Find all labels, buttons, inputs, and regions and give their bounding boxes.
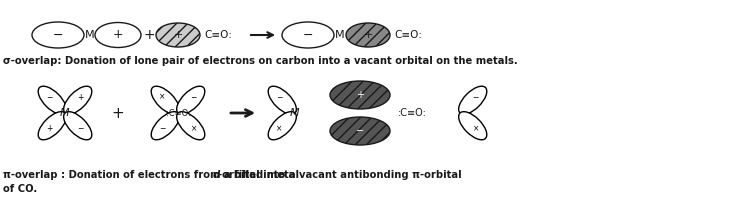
Text: M: M [60,108,70,118]
Ellipse shape [346,23,390,47]
Text: σ-overlap: Donation of lone pair of electrons on carbon into a vacant orbital on: σ-overlap: Donation of lone pair of elec… [3,56,517,66]
Text: +: + [356,90,364,100]
Text: +: + [173,30,183,40]
Text: C≡O:: C≡O: [204,30,232,40]
Text: +: + [363,30,373,40]
Ellipse shape [330,81,390,109]
Text: +: + [46,124,52,133]
Text: −: − [53,29,63,42]
Ellipse shape [459,86,487,114]
Ellipse shape [64,112,92,140]
Ellipse shape [268,112,297,140]
Ellipse shape [151,86,179,114]
Ellipse shape [38,112,66,140]
Text: ×: × [159,93,165,102]
Ellipse shape [38,86,66,114]
Text: :C≡O:: :C≡O: [166,108,190,118]
Ellipse shape [64,86,92,114]
Text: −: − [276,93,283,102]
Text: d: d [213,170,219,180]
Text: π-overlap : Donation of electrons from a filled metal: π-overlap : Donation of electrons from a… [3,170,302,180]
Text: M: M [335,30,345,40]
Text: M: M [85,30,95,40]
Text: ×: × [191,124,197,133]
Text: +: + [112,105,124,121]
Ellipse shape [177,112,205,140]
Text: +: + [78,93,84,102]
Text: −: − [191,93,197,102]
Text: C≡O:: C≡O: [394,30,422,40]
Text: −: − [46,93,52,102]
Text: −: − [159,124,165,133]
Text: of CO.: of CO. [3,184,37,194]
Ellipse shape [282,22,334,48]
Ellipse shape [151,112,179,140]
Ellipse shape [32,22,84,48]
Ellipse shape [459,112,487,140]
Ellipse shape [95,23,141,47]
Text: :C≡O:: :C≡O: [398,108,427,118]
Text: −: − [302,29,313,42]
Ellipse shape [330,117,390,145]
Text: M: M [290,108,299,118]
Text: +: + [143,28,155,42]
Text: +: + [113,29,123,42]
Text: −: − [356,126,364,136]
Ellipse shape [156,23,200,47]
Text: ×: × [473,124,479,133]
Text: −: − [473,93,479,102]
Text: −: − [78,124,84,133]
Ellipse shape [268,86,297,114]
Ellipse shape [177,86,205,114]
Text: ×: × [276,124,283,133]
Text: -orbital into a vacant antibonding π-orbital: -orbital into a vacant antibonding π-orb… [218,170,462,180]
